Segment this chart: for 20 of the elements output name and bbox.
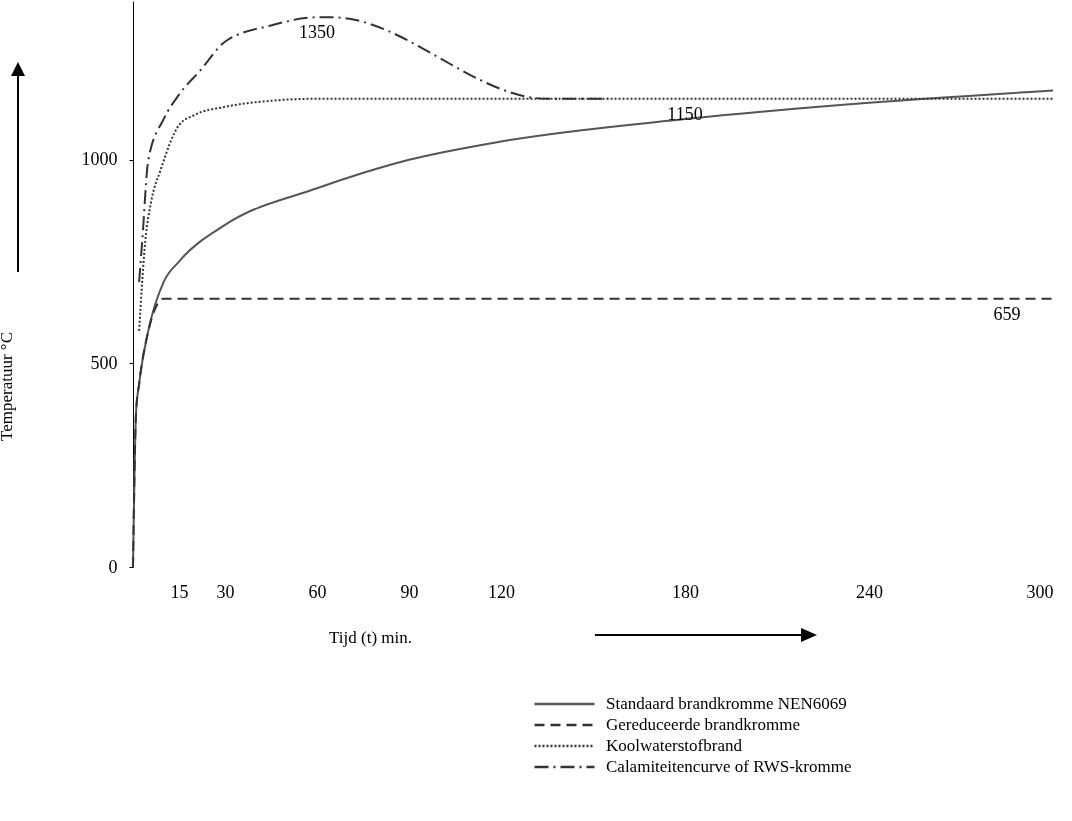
y-tick-label: 0 xyxy=(108,556,118,577)
y-tick-label: 1000 xyxy=(81,149,118,170)
x-tick-label: 180 xyxy=(672,581,699,602)
legend-label: Gereduceerde brandkromme xyxy=(606,715,800,734)
legend-label: Standaard brandkromme NEN6069 xyxy=(606,694,847,713)
x-tick-label: 90 xyxy=(400,581,419,602)
legend-label: Koolwaterstofbrand xyxy=(606,736,743,755)
y-axis-title: Temperatuur °C xyxy=(0,332,16,441)
x-tick-label: 60 xyxy=(308,581,327,602)
x-axis-title: Tijd (t) min. xyxy=(329,627,412,647)
annotation: 1150 xyxy=(667,103,703,124)
x-tick-label: 15 xyxy=(170,581,189,602)
x-tick-label: 300 xyxy=(1026,581,1054,602)
x-tick-label: 30 xyxy=(216,581,235,602)
y-tick-label: 500 xyxy=(90,352,118,373)
legend-label: Calamiteitencurve of RWS-kromme xyxy=(606,757,852,776)
x-tick-label: 240 xyxy=(856,581,883,602)
annotation: 659 xyxy=(993,303,1021,324)
x-tick-label: 120 xyxy=(488,581,515,602)
annotation: 1350 xyxy=(299,22,335,43)
